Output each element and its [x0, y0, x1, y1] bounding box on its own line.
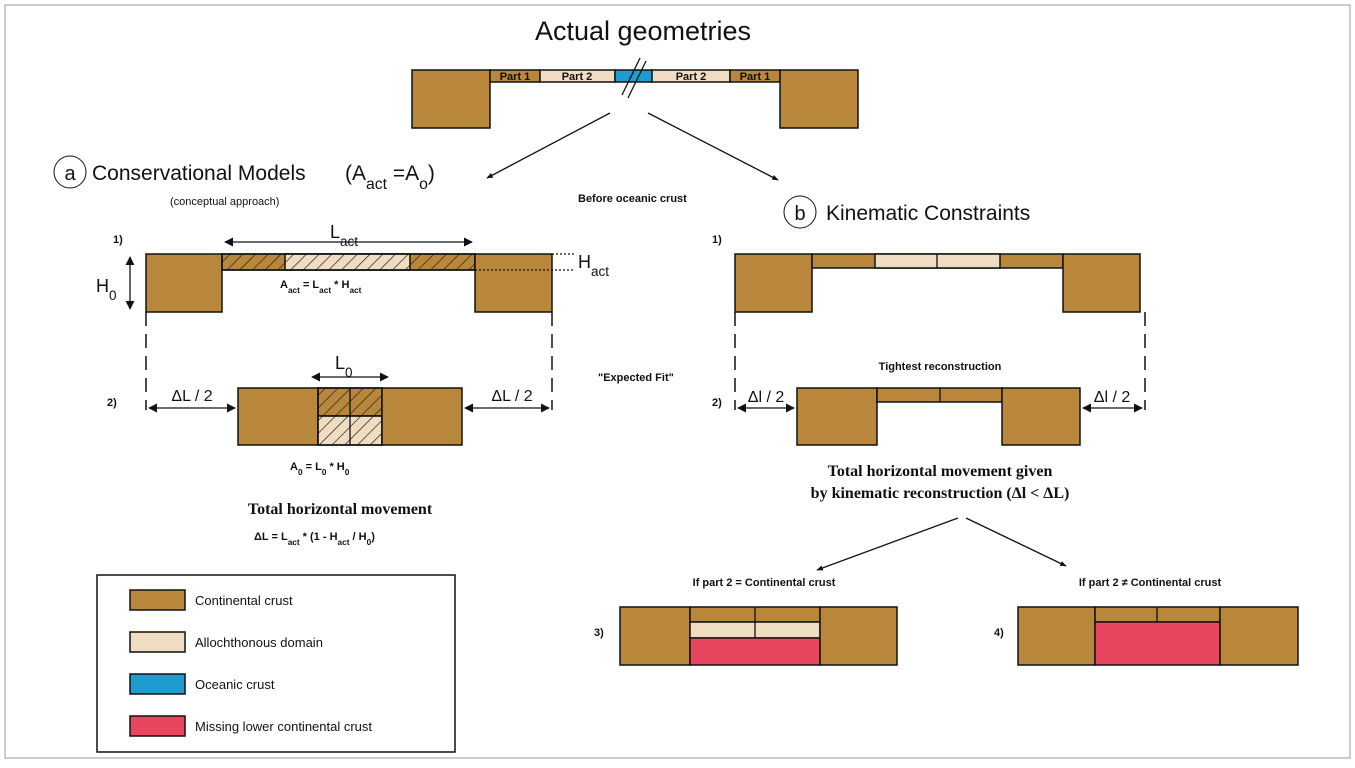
summary-formula: ΔL = Lact * (1 - Hact / H0)	[254, 531, 375, 547]
formula-part: = L	[303, 461, 323, 473]
formula-part: H	[96, 276, 109, 296]
area-formula: Aact = Lact * Hact	[280, 279, 362, 295]
formula-part: (A	[345, 162, 366, 185]
formula-part: / H	[349, 531, 366, 543]
expected-fit: "Expected Fit"	[598, 372, 674, 384]
part-label: Part 2	[562, 71, 593, 83]
subscript: o	[419, 176, 428, 193]
formula-part: )	[371, 531, 375, 543]
case3	[620, 607, 897, 665]
subscript: act	[319, 286, 331, 295]
step2-b	[738, 388, 1142, 445]
subscript: act	[366, 176, 388, 193]
subscript: act	[340, 234, 358, 249]
title: Actual geometries	[535, 16, 751, 46]
length-label: Lact	[330, 222, 358, 249]
part-label: Part 1	[500, 71, 531, 83]
part-label: Part 2	[676, 71, 707, 83]
step-label: 1)	[113, 234, 123, 246]
legend-swatch	[130, 590, 185, 610]
subscript: act	[338, 538, 350, 547]
legend-label: Allochthonous domain	[195, 635, 323, 650]
case-title: If part 2 ≠ Continental crust	[1079, 577, 1222, 589]
panel-letter: a	[64, 163, 76, 185]
formula-part: H	[578, 252, 591, 272]
step-label: 2)	[712, 397, 722, 409]
summary: by kinematic reconstruction (Δl < ΔL)	[811, 485, 1070, 502]
summary: Total horizontal movement	[248, 501, 433, 518]
gap-label: ΔL / 2	[491, 388, 532, 405]
gap-label: ΔL / 2	[171, 388, 212, 405]
gap-label: Δl / 2	[748, 389, 785, 406]
formula-part: )	[428, 162, 435, 185]
area-formula: A0 = L0 * H0	[290, 461, 350, 477]
formula-part: * (1 - H	[300, 531, 338, 543]
arrow	[966, 518, 1066, 566]
arrow	[487, 113, 610, 178]
subscript: 0	[109, 288, 117, 303]
subscript: act	[591, 264, 609, 279]
top-geometry	[412, 58, 858, 128]
subscript: act	[349, 286, 361, 295]
legend-label: Oceanic crust	[195, 677, 275, 692]
formula-part: ΔL = L	[254, 531, 288, 543]
formula-part: L	[335, 353, 345, 373]
step-label: 3)	[594, 627, 604, 639]
step-label: 4)	[994, 627, 1004, 639]
height-label: Hact	[578, 252, 609, 279]
case4	[1018, 607, 1298, 665]
legend-label: Continental crust	[195, 593, 293, 608]
panel-title: Conservational Models	[92, 162, 306, 185]
legend-swatch	[130, 632, 185, 652]
legend-swatch	[130, 716, 185, 736]
arrow	[817, 518, 958, 570]
tightest-label: Tightest reconstruction	[879, 361, 1002, 373]
legend-label: Missing lower continental crust	[195, 719, 372, 734]
formula-part: L	[330, 222, 340, 242]
step-label: 1)	[712, 234, 722, 246]
subscript: act	[288, 286, 300, 295]
formula-part: * H	[331, 279, 349, 291]
case-title: If part 2 = Continental crust	[693, 577, 836, 589]
step1-a	[130, 242, 575, 410]
step-label: 2)	[107, 397, 117, 409]
subscript: 0	[345, 365, 353, 380]
formula-part: A	[290, 461, 298, 473]
formula-part: = L	[300, 279, 320, 291]
gap-label: Δl / 2	[1094, 389, 1131, 406]
subscript: 0	[345, 468, 350, 477]
formula-part: * H	[326, 461, 344, 473]
arrow	[648, 113, 778, 180]
subscript: act	[288, 538, 300, 547]
summary: Total horizontal movement given	[828, 463, 1053, 480]
panel-letter: b	[794, 203, 805, 225]
length-label: L0	[335, 353, 353, 380]
diagram: Actual geometries Part 1 Part 2 Part 2 P…	[0, 0, 1355, 763]
step1-b	[735, 254, 1145, 410]
before-oceanic: Before oceanic crust	[578, 193, 687, 205]
note: (conceptual approach)	[170, 196, 279, 208]
panel-title: Kinematic Constraints	[826, 202, 1030, 225]
part-label: Part 1	[740, 71, 771, 83]
formula-part: =A	[387, 162, 419, 185]
formula: (Aact =Ao)	[345, 162, 435, 193]
height-label: H0	[96, 276, 117, 303]
formula-part: A	[280, 279, 288, 291]
legend-swatch	[130, 674, 185, 694]
